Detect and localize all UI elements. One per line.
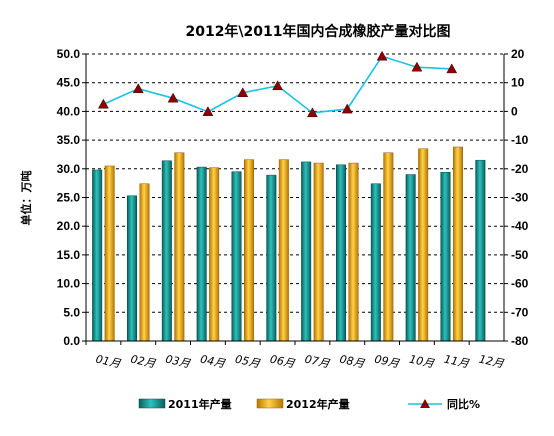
x-tick-label: 03月 [164, 353, 192, 371]
left-tick-label: 40.0 [57, 104, 81, 118]
x-tick-label: 07月 [304, 353, 332, 371]
bar-2011 [405, 174, 416, 342]
bar-2012 [139, 183, 150, 342]
bar-2012 [313, 162, 324, 342]
yoy-marker [446, 63, 458, 74]
bar-2012 [348, 162, 359, 342]
yoy-marker [132, 83, 144, 93]
right-tick-label: -50 [511, 248, 529, 262]
left-tick-label: 5.0 [63, 305, 80, 319]
yoy-marker [341, 103, 353, 114]
left-tick-label: 10.0 [57, 277, 81, 291]
yoy-marker [237, 87, 249, 97]
left-tick-label: 35.0 [57, 133, 81, 147]
bar-2012 [104, 165, 115, 342]
right-tick-label: 10 [511, 76, 525, 90]
left-tick-label: 20.0 [57, 219, 81, 233]
legend-label-2011: 2011年产量 [168, 397, 232, 411]
yoy-marker [202, 106, 214, 116]
x-tick-label: 05月 [234, 353, 262, 371]
left-tick-label: 45.0 [57, 76, 81, 90]
grid [86, 53, 504, 313]
x-tick-label: 08月 [338, 353, 366, 371]
axes [82, 53, 508, 345]
bar-2012 [174, 152, 185, 342]
bar-2011 [440, 171, 451, 342]
bar-2011 [161, 160, 172, 342]
left-tick-label: 25.0 [57, 191, 81, 205]
legend-swatch-2012 [256, 398, 284, 409]
yoy-marker [272, 80, 284, 91]
legend-label-2012: 2012年产量 [286, 397, 350, 411]
bar-2011 [127, 195, 137, 342]
tick-labels: 0.0 5.0 10.0 15.0 20.0 25.0 30.0 35.0 40.0 45.0 50… [57, 47, 529, 371]
legend-swatch-2011 [138, 398, 166, 409]
left-tick-label: 0.0 [63, 334, 80, 348]
bar-2011 [475, 159, 486, 342]
bar-2012 [278, 159, 289, 342]
x-tick-label: 04月 [199, 353, 227, 371]
yoy-marker [97, 98, 109, 109]
bar-2012 [418, 148, 429, 342]
x-tick-label: 06月 [269, 353, 297, 371]
x-tick-label: 01月 [95, 353, 123, 371]
bar-2011 [231, 171, 242, 342]
right-tick-label: -30 [511, 191, 529, 205]
x-tick-label: 09月 [373, 353, 401, 371]
bar-2011 [196, 166, 207, 342]
yoy-marker [376, 50, 388, 61]
legend-swatch-yoy-marker [420, 399, 430, 408]
right-tick-label: 0 [511, 104, 518, 118]
left-tick-label: 30.0 [57, 162, 81, 176]
x-tick-label: 10月 [408, 353, 436, 371]
bar-2012 [383, 152, 394, 342]
bar-2012 [453, 146, 463, 342]
right-tick-label: -70 [511, 305, 529, 319]
x-tick-label: 02月 [129, 353, 157, 371]
legend: 2011年产量 2012年产量 同比% [138, 397, 480, 411]
legend-label-yoy: 同比% [447, 397, 480, 411]
bar-2011 [92, 169, 103, 342]
yoy-marker [411, 61, 423, 72]
bar-2011 [370, 183, 381, 342]
right-tick-label: -10 [511, 133, 529, 147]
chart-title: 2012年\2011年国内合成橡胶产量对比图 [185, 23, 450, 40]
yoy-marker [167, 92, 179, 103]
bar-2011 [336, 164, 346, 342]
right-tick-label: 20 [511, 47, 525, 61]
x-tick-label: 11月 [443, 353, 471, 371]
right-tick-label: -80 [511, 334, 529, 348]
bars [92, 146, 486, 342]
right-tick-label: -40 [511, 219, 529, 233]
yoy-line-series [97, 50, 458, 118]
right-tick-label: -60 [511, 277, 529, 291]
yoy-marker [306, 107, 318, 118]
bar-2012 [244, 159, 254, 342]
left-tick-label: 15.0 [57, 248, 81, 262]
right-tick-label: -20 [511, 162, 529, 176]
bar-2011 [301, 161, 312, 342]
bar-2012 [209, 167, 220, 342]
left-tick-label: 50.0 [57, 47, 81, 61]
bar-2011 [266, 174, 277, 342]
x-tick-label: 12月 [478, 353, 506, 371]
y-axis-label: 单位：万吨 [19, 171, 33, 226]
